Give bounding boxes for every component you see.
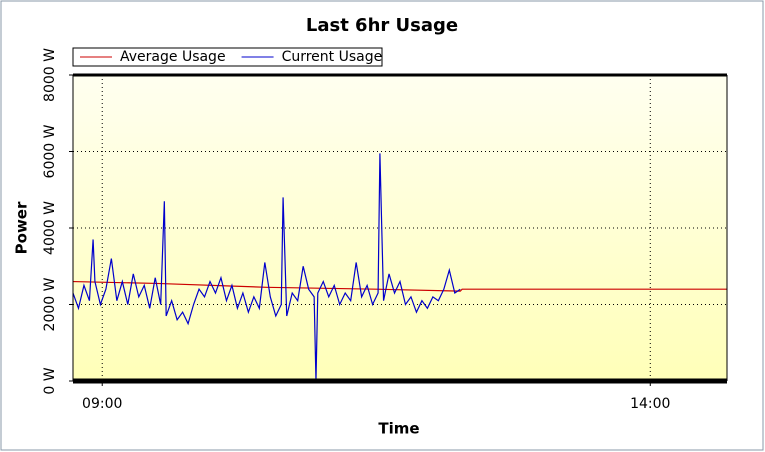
x-axis-label: Time xyxy=(378,420,419,438)
y-tick-label: 6000 W xyxy=(42,124,58,178)
x-tick-label: 09:00 xyxy=(82,396,122,412)
legend-label: Current Usage xyxy=(282,49,383,65)
legend-label: Average Usage xyxy=(120,49,226,65)
legend xyxy=(72,47,383,67)
y-tick-label: 8000 W xyxy=(42,48,58,102)
series-line xyxy=(72,280,727,292)
plot-area xyxy=(73,75,727,381)
y-tick-label: 4000 W xyxy=(42,201,58,255)
chart-title: Last 6hr Usage xyxy=(306,15,458,36)
y-axis-label: Power xyxy=(13,201,31,254)
x-tick-label: 14:00 xyxy=(630,396,670,412)
series-line xyxy=(72,153,461,382)
y-tick-label: 2000 W xyxy=(42,277,58,331)
y-tick-label: 0 W xyxy=(42,367,58,394)
